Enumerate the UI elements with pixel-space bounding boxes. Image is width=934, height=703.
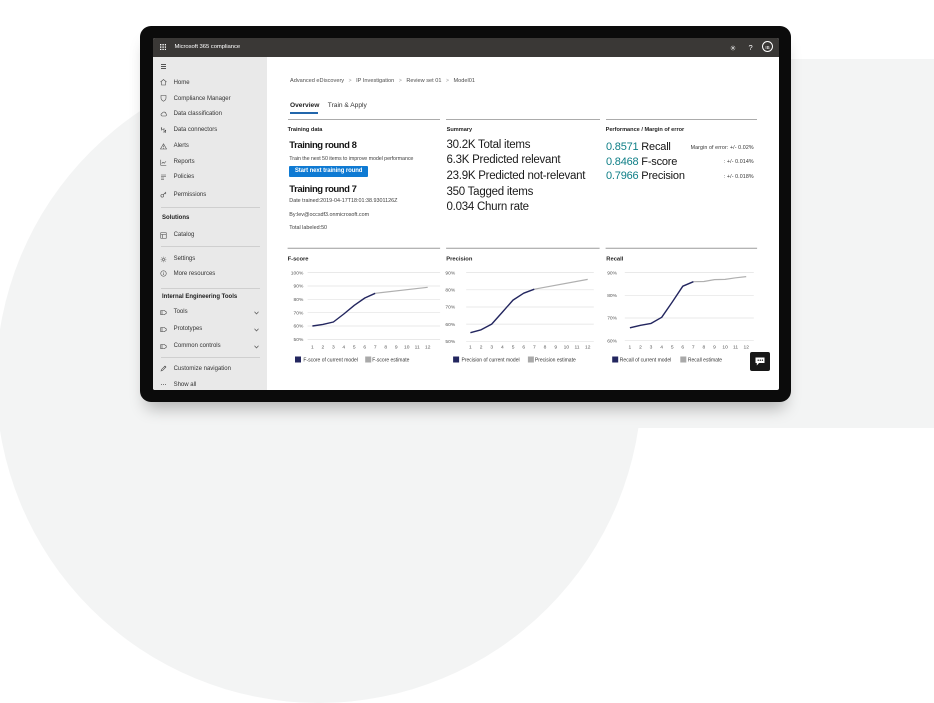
svg-text:1: 1 (629, 345, 632, 351)
svg-text:10: 10 (564, 345, 570, 351)
svg-text:9: 9 (713, 345, 716, 351)
svg-text:90%: 90% (607, 270, 617, 276)
svg-text:4: 4 (660, 345, 663, 351)
svg-text:7: 7 (692, 345, 695, 351)
svg-text:7: 7 (374, 345, 377, 351)
svg-text:F-score: F-score (288, 257, 310, 263)
svg-text:Precision of current model: Precision of current model (462, 357, 520, 363)
svg-text:80%: 80% (445, 288, 455, 294)
svg-text:6: 6 (522, 345, 525, 351)
svg-text:90%: 90% (294, 284, 304, 290)
svg-text:8: 8 (384, 345, 387, 351)
svg-text:4: 4 (342, 345, 345, 351)
svg-text:60%: 60% (607, 338, 617, 344)
svg-text:2: 2 (322, 345, 325, 351)
svg-text:Recall estimate: Recall estimate (688, 357, 722, 363)
svg-text:6: 6 (681, 345, 684, 351)
svg-text:60%: 60% (294, 324, 304, 330)
svg-text:12: 12 (743, 345, 749, 351)
svg-text:3: 3 (332, 345, 335, 351)
svg-text:5: 5 (671, 345, 674, 351)
svg-text:3: 3 (490, 345, 493, 351)
svg-text:4: 4 (501, 345, 504, 351)
svg-text:5: 5 (512, 345, 515, 351)
svg-text:90%: 90% (445, 270, 455, 276)
svg-text:70%: 70% (445, 305, 455, 311)
svg-text:Precision estimate: Precision estimate (535, 357, 576, 363)
svg-text:8: 8 (703, 345, 706, 351)
svg-text:2: 2 (639, 345, 642, 351)
svg-text:9: 9 (554, 345, 557, 351)
svg-text:11: 11 (574, 345, 579, 351)
svg-text:6: 6 (363, 345, 366, 351)
svg-text:1: 1 (311, 345, 314, 351)
svg-text:70%: 70% (607, 316, 617, 322)
svg-text:9: 9 (395, 345, 398, 351)
svg-text:Recall of current model: Recall of current model (620, 357, 671, 363)
svg-text:Precision: Precision (446, 257, 473, 263)
svg-text:3: 3 (650, 345, 653, 351)
svg-text:Recall: Recall (606, 257, 623, 263)
svg-text:80%: 80% (294, 297, 304, 303)
svg-text:F-score of current model: F-score of current model (303, 357, 357, 363)
svg-text:1: 1 (469, 345, 472, 351)
svg-text:50%: 50% (294, 337, 304, 343)
svg-text:10: 10 (404, 345, 410, 351)
svg-text:2: 2 (480, 345, 483, 351)
svg-text:F-score estimate: F-score estimate (372, 357, 409, 363)
svg-text:12: 12 (585, 345, 591, 351)
svg-text:11: 11 (415, 345, 420, 351)
svg-text:12: 12 (425, 345, 431, 351)
svg-text:5: 5 (353, 345, 356, 351)
svg-text:10: 10 (722, 345, 728, 351)
svg-text:7: 7 (533, 345, 536, 351)
svg-text:50%: 50% (445, 339, 455, 345)
svg-text:11: 11 (733, 345, 738, 351)
svg-text:60%: 60% (445, 322, 455, 328)
svg-text:8: 8 (544, 345, 547, 351)
svg-text:100%: 100% (291, 270, 304, 276)
svg-text:80%: 80% (607, 293, 617, 299)
svg-text:70%: 70% (294, 310, 304, 316)
